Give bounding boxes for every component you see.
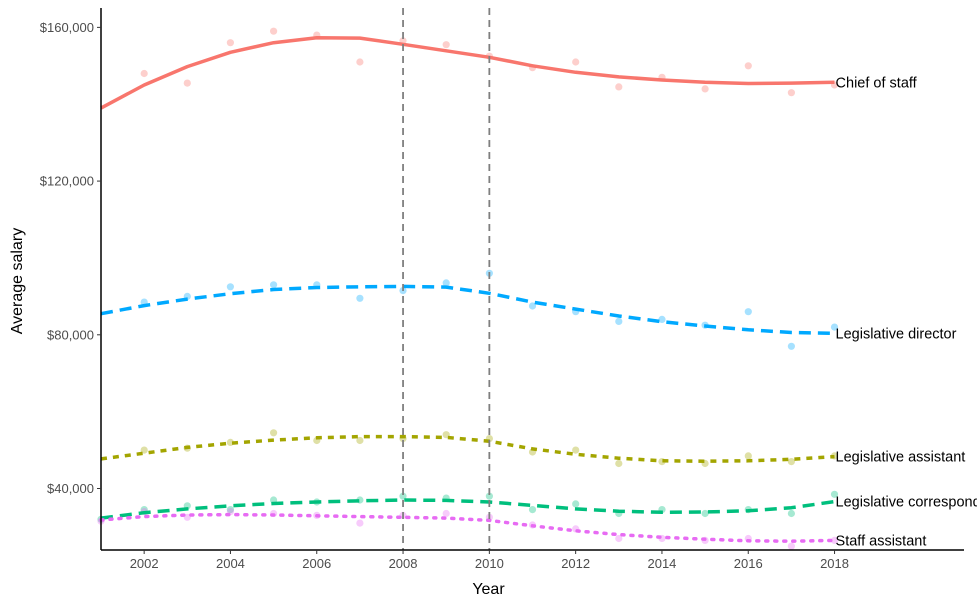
trend-lines-layer [99, 35, 837, 543]
legislative-assistant-point [787, 458, 796, 466]
chief-of-staff-point [442, 41, 450, 49]
legislative-assistant-point [615, 459, 623, 468]
staff-assistant-trend-line [99, 512, 837, 543]
reference-lines-layer [402, 8, 491, 550]
chief-of-staff-point [356, 58, 364, 66]
x-tick-label: 2004 [216, 556, 245, 571]
legislative-assistant-point [744, 452, 752, 460]
legislative-director-point [787, 342, 796, 350]
x-tick-label: 2002 [130, 556, 159, 571]
x-tick-label: 2016 [734, 556, 763, 571]
legislative-director-point [744, 308, 752, 316]
legislative-director-point [830, 323, 839, 331]
chief-of-staff-point [226, 39, 234, 47]
staff-assistant-point [442, 509, 450, 518]
legislative-assistant-label: Legislative assistant [836, 450, 966, 466]
legislative-correspondent-point [226, 506, 234, 514]
chief-of-staff-point [615, 83, 623, 91]
legislative-director-point [528, 302, 537, 310]
series-labels-layer: Chief of staff Legislative director Legisl… [836, 75, 977, 549]
legislative-correspondent-point [485, 492, 493, 500]
staff-assistant-label: Staff assistant [836, 533, 927, 549]
legislative-correspondent-point [830, 490, 839, 498]
staff-assistant-point [830, 536, 839, 545]
legislative-assistant-point [356, 436, 364, 445]
legislative-correspondent-point [572, 500, 580, 508]
legislative-director-trend-line [100, 284, 835, 336]
legislative-correspondent-point [701, 509, 709, 518]
y-axis-title: Average salary [9, 228, 26, 334]
y-tick-label: $120,000 [40, 174, 94, 189]
legislative-director-point [658, 315, 666, 323]
axes: 2002 2004 2006 2008 2010 2012 2014 2016 2018 $40,… [40, 8, 964, 571]
x-tick-label: 2012 [561, 556, 590, 571]
legislative-assistant-point [270, 429, 278, 437]
chief-of-staff-point [787, 89, 796, 97]
legislative-correspondent-trend-line [100, 498, 835, 520]
x-tick-label: 2014 [647, 556, 676, 571]
staff-assistant-point [356, 519, 364, 527]
y-tick-label: $80,000 [47, 327, 94, 342]
legislative-correspondent-point [399, 492, 407, 500]
staff-assistant-point [615, 534, 623, 543]
x-axis-title: Year [472, 581, 505, 598]
chief-of-staff-point [572, 58, 580, 66]
x-tick-label: 2010 [475, 556, 504, 571]
legislative-correspondent-label: Legislative correspondent [836, 495, 977, 511]
chief-of-staff-point [270, 27, 278, 35]
chief-of-staff-point [183, 79, 191, 87]
legislative-director-point [615, 317, 623, 325]
legislative-director-point [442, 279, 450, 287]
y-tick-label: $160,000 [40, 20, 94, 35]
chief-of-staff-point [140, 69, 148, 78]
x-tick-label: 2018 [820, 556, 849, 571]
legislative-assistant-trend-line [100, 434, 835, 463]
chief-of-staff-point [701, 85, 709, 93]
legislative-director-label: Legislative director [836, 326, 957, 342]
legislative-director-point [270, 281, 278, 289]
chief-of-staff-trend-line [100, 35, 835, 110]
staff-assistant-point [787, 542, 796, 550]
x-tick-label: 2006 [302, 556, 331, 571]
legislative-correspondent-point [787, 509, 796, 518]
legislative-director-point [356, 294, 364, 302]
legislative-director-point [226, 283, 234, 291]
x-tick-label: 2008 [389, 556, 418, 571]
legislative-assistant-point [572, 446, 580, 454]
chief-of-staff-point [744, 62, 752, 70]
chief-of-staff-label: Chief of staff [836, 75, 918, 91]
y-tick-label: $40,000 [47, 481, 94, 496]
legislative-correspondent-point [528, 506, 537, 514]
